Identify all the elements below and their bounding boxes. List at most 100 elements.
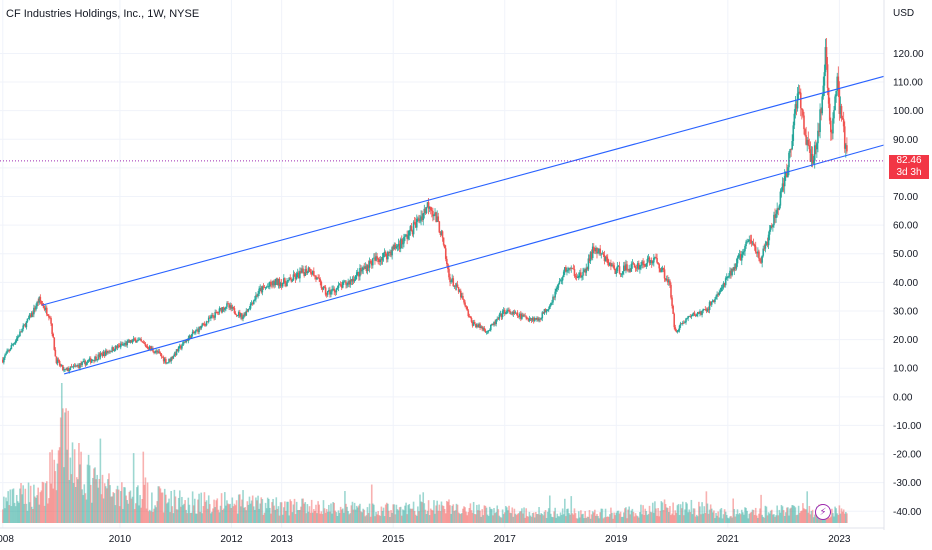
volume-bar [117, 489, 120, 523]
volume-bar [376, 514, 378, 523]
volume-bar [42, 482, 45, 523]
x-tick-label: 2010 [109, 534, 132, 545]
candle-body [393, 244, 396, 250]
volume-bar [750, 511, 753, 523]
candle-body [188, 335, 191, 338]
candle-body [804, 129, 806, 136]
candle-body [381, 257, 384, 261]
candle-body [777, 208, 780, 210]
candle-body [716, 294, 718, 297]
candle-body [410, 226, 413, 231]
candle-body [191, 331, 194, 335]
candle-body [807, 139, 810, 146]
candle-body [526, 318, 529, 320]
candle-body [620, 273, 623, 275]
volume-bar [408, 503, 411, 523]
candle-body [364, 266, 367, 269]
candle-body [362, 267, 364, 270]
volume-bar [440, 501, 443, 523]
candle-body [13, 343, 16, 345]
candle-body [260, 288, 263, 293]
volume-bar [300, 506, 302, 523]
candle-body [274, 281, 277, 286]
candle-body [766, 241, 769, 246]
volume-bar [124, 487, 126, 523]
volume-bar [517, 513, 520, 523]
volume-bar [186, 513, 189, 523]
candle-body [483, 327, 486, 331]
candle-body [159, 353, 162, 355]
volume-bar [754, 507, 757, 523]
candle-body [827, 87, 830, 104]
volume-bar [487, 516, 490, 523]
candle-body [422, 213, 425, 221]
volume-bar [683, 515, 685, 523]
candle-body [18, 336, 20, 338]
candle-body [275, 278, 278, 282]
candle-body [763, 248, 766, 250]
volume-bar [769, 510, 772, 523]
volume-bar [173, 489, 176, 523]
candle-body [119, 343, 122, 348]
candle-body [42, 304, 45, 308]
candle-body [665, 279, 668, 281]
volume-bar [669, 506, 671, 523]
candle-body [334, 291, 337, 293]
volume-bar [18, 502, 20, 523]
volume-bar [463, 506, 465, 523]
candle-body [348, 281, 351, 285]
candle-body [39, 296, 42, 302]
volume-bar [415, 515, 418, 523]
volume-bar [555, 517, 558, 523]
y-tick-label: 90.00 [893, 135, 918, 146]
candle-body [562, 271, 565, 278]
volume-bar [141, 498, 144, 523]
volume-bar [655, 508, 657, 523]
volume-bar [846, 513, 848, 523]
candle-body [752, 242, 755, 245]
candle-body [507, 309, 509, 311]
candle-body [688, 316, 691, 317]
volume-bar [160, 492, 163, 523]
volume-bar [271, 502, 273, 523]
candle-body [222, 307, 225, 310]
volume-bar [413, 510, 416, 523]
candle-body [73, 365, 76, 367]
candle-body [520, 313, 522, 319]
volume-bar [200, 492, 203, 523]
volume-bar [625, 507, 627, 523]
candle-body [398, 243, 401, 249]
volume-bar [102, 498, 105, 523]
volume-bar [545, 518, 548, 523]
lightning-icon[interactable]: ⚡ [815, 504, 831, 520]
candle-body [794, 104, 797, 114]
candle-body [246, 310, 249, 312]
volume-bar [561, 508, 564, 523]
candle-body [51, 323, 53, 334]
candle-body [685, 318, 687, 323]
candle-body [651, 262, 654, 264]
volume-bar [263, 512, 266, 523]
candle-body [559, 280, 562, 282]
volume-bar [211, 511, 213, 523]
volume-bar [591, 511, 594, 523]
candle-body [706, 309, 709, 312]
volume-bar [468, 508, 471, 523]
volume-bar [172, 513, 175, 523]
volume-bar [443, 509, 446, 523]
volume-bar [717, 511, 719, 523]
candle-body [587, 258, 590, 270]
candle-body [821, 96, 824, 114]
volume-bar [374, 516, 376, 523]
volume-bar [92, 477, 94, 523]
candle-body [839, 106, 842, 114]
volume-bar [161, 492, 164, 523]
candle-body [142, 341, 145, 343]
volume-bar [444, 513, 447, 523]
volume-bar [491, 509, 493, 523]
candle-body [403, 236, 405, 244]
candle-body [749, 239, 752, 241]
candle-body [278, 278, 281, 287]
volume-bar [438, 504, 441, 523]
